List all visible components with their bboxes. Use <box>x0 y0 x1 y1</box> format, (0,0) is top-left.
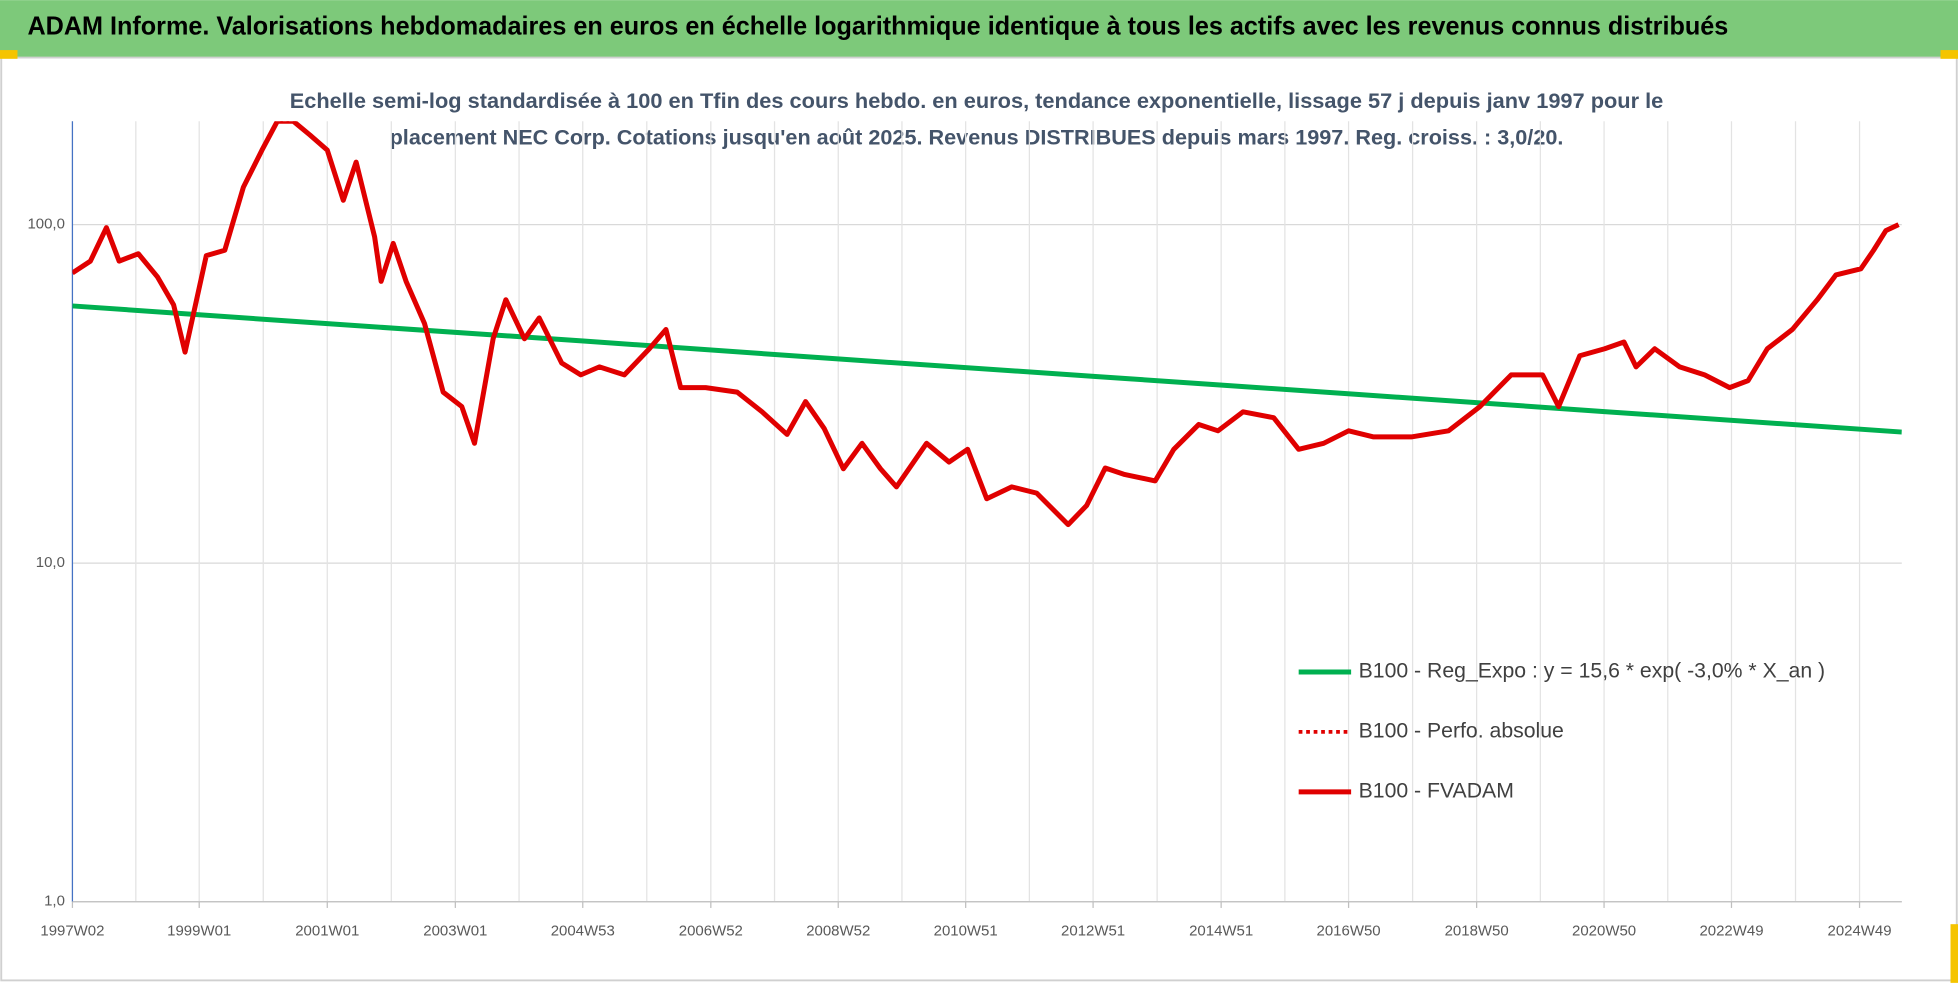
x-tick-label: 2003W01 <box>423 923 487 940</box>
header-title: ADAM Informe. Valorisations hebdomadaire… <box>27 11 1728 41</box>
x-tick-label: 2014W51 <box>1189 923 1253 940</box>
corner <box>1940 50 1958 59</box>
x-tick-label: 2022W49 <box>1699 923 1763 940</box>
legend-label: B100 - Reg_Expo : y = 15,6 * exp( -3,0% … <box>1359 660 1825 683</box>
legend-label: B100 - FVADAM <box>1359 779 1514 802</box>
chart-frame <box>0 56 1958 982</box>
corner <box>1950 924 1958 983</box>
x-tick-label: 2006W52 <box>679 923 743 940</box>
x-tick-label: 2001W01 <box>295 923 359 940</box>
plot <box>72 121 1902 528</box>
legend-label: B100 - Perfo. absolue <box>1359 719 1564 742</box>
x-tick-label: 2024W49 <box>1828 923 1892 940</box>
x-tick-label: 1997W02 <box>40 923 104 940</box>
series-line <box>72 121 1900 528</box>
x-tick-label: 2020W50 <box>1572 923 1636 940</box>
x-tick-label: 2012W51 <box>1061 923 1125 940</box>
corner <box>0 50 18 59</box>
x-tick-label: 1999W01 <box>167 923 231 940</box>
chart-title: Echelle semi-log standardisée à 100 en T… <box>290 90 1664 113</box>
x-tick-label: 2008W52 <box>806 923 870 940</box>
series-line <box>72 303 1902 435</box>
y-tick-label: 10,0 <box>36 554 65 571</box>
y-tick-label: 100,0 <box>27 216 64 233</box>
header-bar <box>0 0 1958 58</box>
chart-title: placement NEC Corp. Cotations jusqu'en a… <box>390 126 1564 149</box>
x-tick-label: 2010W51 <box>934 923 998 940</box>
x-tick-label: 2004W53 <box>551 923 615 940</box>
x-tick-label: 2018W50 <box>1445 923 1509 940</box>
y-tick-label: 1,0 <box>44 893 65 910</box>
x-tick-label: 2016W50 <box>1317 923 1381 940</box>
